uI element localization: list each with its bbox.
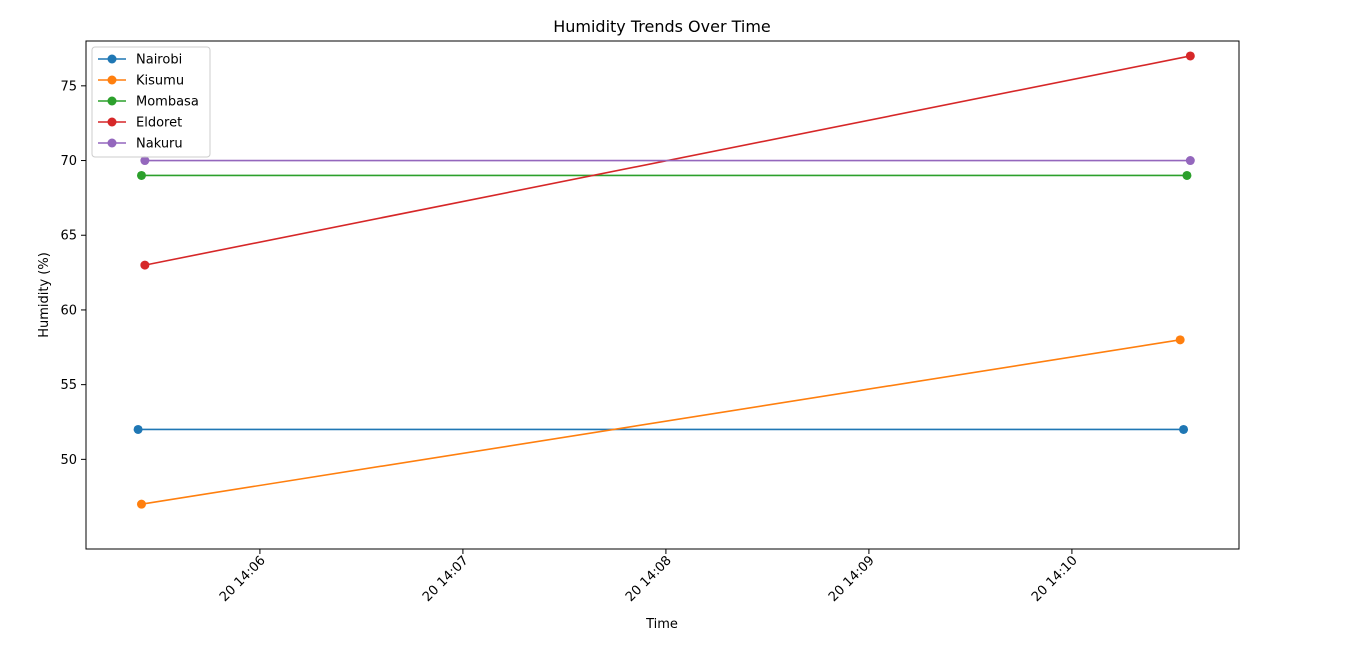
y-tick-label: 75 xyxy=(60,79,77,94)
x-tick-label: 20 14:06 xyxy=(217,553,269,605)
x-axis: 20 14:06 20 14:07 20 14:08 20 14:09 20 14:10 xyxy=(217,549,1081,605)
y-tick-label: 65 xyxy=(60,229,77,244)
legend-marker xyxy=(107,138,117,148)
x-tick-label: 20 14:08 xyxy=(623,553,675,605)
plot-frame xyxy=(85,40,1240,550)
y-axis: 50 55 60 65 70 75 xyxy=(60,79,86,468)
x-axis-label: Time xyxy=(645,617,678,632)
y-tick-label: 55 xyxy=(60,378,77,393)
x-tick-label: 20 14:07 xyxy=(420,553,472,605)
data-point-eldoret xyxy=(1185,51,1195,61)
data-point-nakuru xyxy=(1185,156,1195,166)
legend-marker xyxy=(107,117,117,127)
y-tick-label: 50 xyxy=(60,453,77,468)
legend-marker xyxy=(107,54,117,64)
data-point-mombasa xyxy=(1182,170,1192,180)
legend-label-kisumu: Kisumu xyxy=(136,74,184,89)
x-tick-label: 20 14:09 xyxy=(826,553,878,605)
legend-label-eldoret: Eldoret xyxy=(136,116,182,131)
legend-label-mombasa: Mombasa xyxy=(136,95,199,110)
legend-marker xyxy=(107,96,117,106)
data-point-kisumu xyxy=(136,499,146,509)
data-point-nakuru xyxy=(140,156,150,166)
series-group xyxy=(133,51,1195,509)
legend-label-nakuru: Nakuru xyxy=(136,137,183,152)
y-axis-label: Humidity (%) xyxy=(37,252,52,338)
data-point-nairobi xyxy=(1179,424,1189,434)
chart-title: Humidity Trends Over Time xyxy=(553,17,771,36)
data-point-nairobi xyxy=(133,424,143,434)
series-line-kisumu xyxy=(141,339,1181,505)
y-tick-label: 70 xyxy=(60,154,77,169)
data-point-kisumu xyxy=(1175,335,1185,345)
data-point-mombasa xyxy=(136,170,146,180)
legend-box xyxy=(91,46,211,158)
legend: Nairobi Kisumu Mombasa Eldoret Nakuru xyxy=(91,46,211,158)
x-tick-label: 20 14:10 xyxy=(1029,553,1081,605)
legend-label-nairobi: Nairobi xyxy=(136,53,182,68)
legend-marker xyxy=(107,75,117,85)
y-tick-label: 60 xyxy=(60,303,77,318)
data-point-eldoret xyxy=(140,260,150,270)
